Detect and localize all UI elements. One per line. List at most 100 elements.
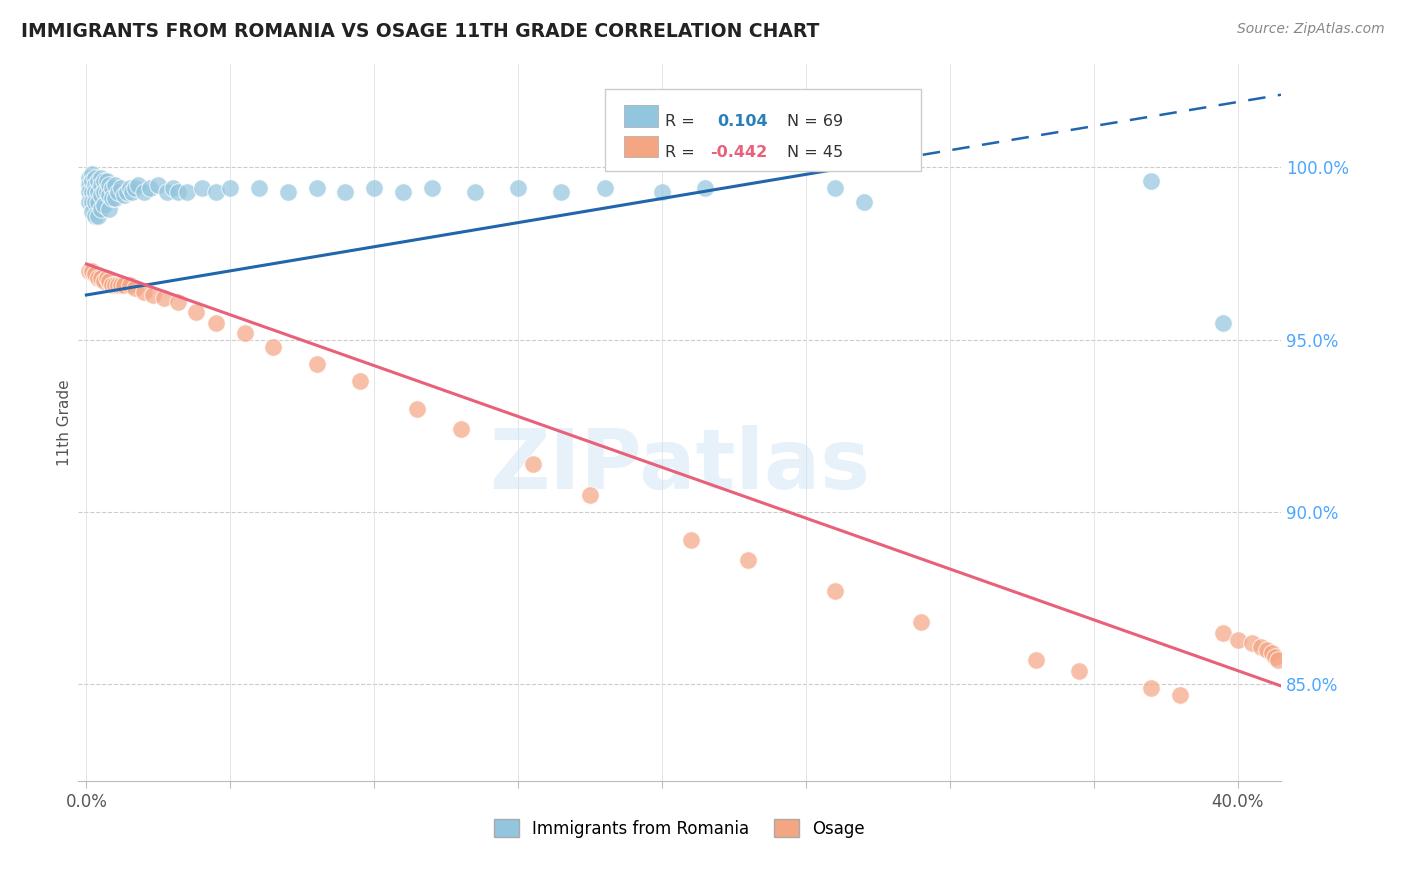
Point <box>305 181 328 195</box>
Point <box>98 188 121 202</box>
Point <box>84 170 107 185</box>
Point <box>98 274 121 288</box>
Point <box>1168 688 1191 702</box>
Point <box>1212 625 1234 640</box>
Point <box>550 185 572 199</box>
Text: Source: ZipAtlas.com: Source: ZipAtlas.com <box>1237 22 1385 37</box>
Point <box>824 181 846 195</box>
Point <box>205 185 228 199</box>
Point <box>112 277 135 292</box>
Point <box>205 316 228 330</box>
Point <box>115 185 138 199</box>
Text: R =: R = <box>665 145 695 160</box>
Point <box>138 181 160 195</box>
Point <box>87 174 110 188</box>
Point <box>90 270 112 285</box>
Point <box>233 326 256 340</box>
Point <box>77 185 100 199</box>
Point <box>1140 681 1163 695</box>
Point <box>142 288 165 302</box>
Point <box>107 277 129 292</box>
Point <box>156 185 179 199</box>
Point <box>277 185 299 199</box>
Text: N = 69: N = 69 <box>787 114 844 129</box>
Point <box>87 209 110 223</box>
Point <box>1264 649 1286 664</box>
Point <box>263 340 285 354</box>
Point <box>153 292 176 306</box>
Point <box>87 270 110 285</box>
Point <box>84 185 107 199</box>
Point <box>219 181 242 195</box>
Point <box>363 181 385 195</box>
Point <box>93 274 115 288</box>
Point <box>1226 632 1249 647</box>
Point <box>132 285 155 299</box>
Point <box>406 401 429 416</box>
Point <box>77 178 100 192</box>
Point <box>101 181 124 195</box>
Point <box>77 170 100 185</box>
Point <box>110 181 132 195</box>
Point <box>522 457 544 471</box>
Point <box>118 277 141 292</box>
Point <box>124 181 146 195</box>
Point <box>84 268 107 282</box>
Point <box>84 209 107 223</box>
Point <box>77 194 100 209</box>
Point <box>110 277 132 292</box>
Point <box>184 305 207 319</box>
Point <box>93 198 115 212</box>
Point <box>82 205 104 219</box>
Point <box>651 185 673 199</box>
Point <box>104 277 127 292</box>
Point <box>87 185 110 199</box>
Text: ZIPatlas: ZIPatlas <box>489 425 870 506</box>
Point <box>84 194 107 209</box>
Point <box>77 264 100 278</box>
Point <box>335 185 357 199</box>
Point <box>107 185 129 199</box>
Point <box>190 181 212 195</box>
Point <box>90 170 112 185</box>
Point <box>90 188 112 202</box>
Point <box>695 181 717 195</box>
Point <box>82 185 104 199</box>
Point <box>1212 316 1234 330</box>
Point <box>121 185 143 199</box>
Point <box>247 181 270 195</box>
Point <box>148 178 170 192</box>
Point <box>1261 647 1284 661</box>
Point <box>1241 636 1264 650</box>
Point <box>104 192 127 206</box>
Point <box>392 185 415 199</box>
Point <box>93 185 115 199</box>
Point <box>162 181 184 195</box>
Point <box>96 185 118 199</box>
Point <box>593 181 616 195</box>
Point <box>305 357 328 371</box>
Point <box>93 174 115 188</box>
Point <box>98 178 121 192</box>
Point <box>852 194 875 209</box>
Point <box>87 194 110 209</box>
Point <box>82 174 104 188</box>
Point <box>579 488 602 502</box>
Point <box>96 174 118 188</box>
Text: -0.442: -0.442 <box>710 145 768 160</box>
Point <box>84 178 107 192</box>
Point <box>349 374 371 388</box>
Point <box>1267 653 1289 667</box>
Point <box>1025 653 1047 667</box>
Point <box>104 178 127 192</box>
Point <box>98 202 121 216</box>
Point <box>1140 174 1163 188</box>
Point <box>1069 664 1091 678</box>
Point <box>96 270 118 285</box>
Point <box>450 422 472 436</box>
Y-axis label: 11th Grade: 11th Grade <box>58 379 72 466</box>
Point <box>910 615 932 630</box>
Text: N = 45: N = 45 <box>787 145 844 160</box>
Point <box>679 533 702 547</box>
Point <box>101 277 124 292</box>
